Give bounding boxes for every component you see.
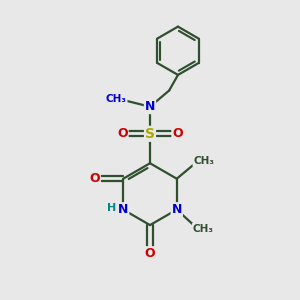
Text: H: H bbox=[107, 203, 117, 213]
Text: N: N bbox=[118, 203, 128, 216]
Text: S: S bbox=[145, 127, 155, 141]
Text: O: O bbox=[172, 127, 183, 140]
Text: N: N bbox=[145, 100, 155, 113]
Text: CH₃: CH₃ bbox=[106, 94, 127, 104]
Text: CH₃: CH₃ bbox=[194, 156, 214, 166]
Text: O: O bbox=[89, 172, 100, 185]
Text: O: O bbox=[117, 127, 128, 140]
Text: O: O bbox=[145, 247, 155, 260]
Text: CH₃: CH₃ bbox=[193, 224, 214, 234]
Text: N: N bbox=[172, 203, 182, 216]
